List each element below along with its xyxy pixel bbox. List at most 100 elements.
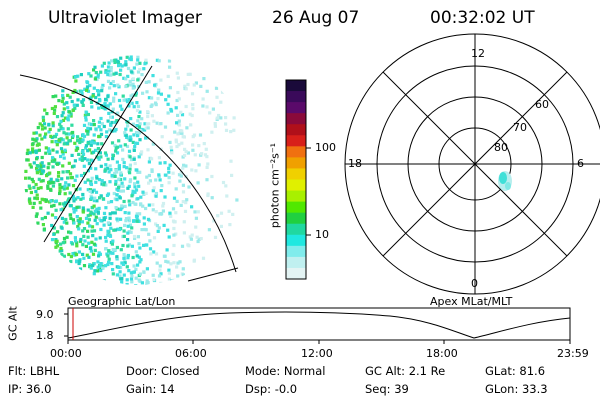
emission-pixel: [92, 272, 96, 276]
emission-pixel: [174, 187, 178, 191]
emission-pixel: [129, 158, 134, 162]
emission-pixel: [210, 174, 214, 179]
emission-pixel: [54, 132, 59, 136]
emission-pixel: [88, 148, 92, 152]
emission-pixel: [47, 130, 51, 134]
emission-pixel: [83, 171, 87, 176]
emission-pixel: [219, 211, 224, 215]
emission-pixel: [182, 135, 186, 139]
emission-pixel: [145, 267, 149, 271]
emission-pixel: [188, 235, 192, 239]
emission-pixel: [112, 99, 116, 103]
emission-pixel: [104, 247, 108, 251]
emission-pixel: [64, 132, 68, 136]
emission-pixel: [150, 114, 154, 118]
emission-pixel: [107, 249, 111, 253]
emission-pixel: [113, 171, 117, 175]
emission-pixel: [96, 260, 100, 264]
emission-pixel: [42, 227, 46, 231]
emission-pixel: [172, 278, 176, 283]
emission-pixel: [102, 218, 106, 222]
emission-pixel: [126, 224, 130, 228]
emission-pixel: [69, 216, 73, 220]
emission-pixel: [140, 73, 144, 77]
emission-pixel: [219, 116, 223, 120]
emission-pixel: [89, 180, 93, 184]
emission-pixel: [168, 163, 172, 167]
emission-pixel: [130, 226, 134, 230]
status-ip: IP: 36.0: [8, 382, 52, 396]
colorbar-segment: [286, 80, 306, 92]
emission-pixel: [170, 279, 174, 283]
emission-pixel: [70, 153, 74, 157]
emission-pixel: [39, 165, 44, 169]
emission-pixel: [62, 156, 66, 160]
emission-pixel: [181, 166, 185, 170]
emission-pixel: [224, 184, 228, 188]
emission-pixel: [128, 101, 132, 105]
emission-pixel: [91, 159, 95, 163]
emission-pixel: [128, 178, 133, 182]
mlt-label-6: 6: [577, 157, 584, 170]
emission-pixel: [39, 171, 43, 176]
emission-pixel: [213, 124, 217, 128]
emission-pixel: [128, 79, 132, 83]
emission-pixel: [204, 147, 208, 151]
emission-pixel: [24, 189, 28, 193]
emission-pixel: [167, 176, 171, 180]
emission-pixel: [107, 69, 111, 73]
emission-pixel: [127, 211, 131, 215]
emission-pixel: [96, 89, 100, 93]
emission-pixel: [59, 246, 63, 251]
emission-pixel: [180, 129, 184, 133]
emission-pixel: [159, 122, 163, 126]
emission-pixel: [190, 205, 194, 209]
emission-pixel: [78, 157, 82, 161]
emission-pixel: [199, 237, 203, 241]
emission-pixel: [77, 227, 81, 231]
emission-pixel: [93, 77, 97, 81]
emission-pixel: [53, 105, 57, 109]
emission-pixel: [123, 223, 127, 227]
emission-pixel: [132, 148, 136, 152]
emission-pixel: [174, 232, 178, 236]
emission-pixel: [120, 64, 124, 68]
emission-pixel: [175, 71, 179, 75]
emission-pixel: [65, 141, 69, 145]
emission-pixel: [175, 98, 179, 103]
emission-pixel: [147, 160, 151, 164]
emission-pixel: [98, 99, 102, 103]
emission-pixel: [154, 222, 158, 226]
emission-pixel: [62, 102, 66, 106]
emission-pixel: [46, 186, 50, 190]
emission-pixel: [68, 213, 73, 217]
emission-pixel: [100, 86, 104, 90]
emission-pixel: [91, 94, 95, 98]
lat-label-70: 70: [513, 121, 527, 134]
emission-pixel: [121, 94, 125, 98]
emission-pixel: [189, 123, 193, 127]
emission-pixel: [115, 145, 120, 149]
emission-pixel: [86, 214, 90, 218]
emission-pixel: [117, 185, 121, 190]
emission-pixel: [82, 227, 87, 231]
emission-pixel: [109, 226, 113, 230]
emission-pixel: [30, 177, 34, 181]
emission-pixel: [172, 226, 176, 231]
emission-pixel: [61, 89, 65, 93]
emission-pixel: [108, 212, 112, 216]
emission-pixel: [64, 181, 68, 185]
emission-pixel: [99, 70, 103, 74]
emission-pixel: [179, 174, 183, 178]
emission-pixel: [71, 194, 75, 198]
emission-pixel: [167, 181, 171, 185]
emission-pixel: [225, 194, 229, 198]
emission-pixel: [169, 109, 174, 113]
emission-pixel: [163, 161, 167, 165]
emission-pixel: [35, 167, 39, 171]
emission-pixel: [147, 80, 151, 84]
emission-pixel: [38, 122, 42, 126]
emission-pixel: [97, 178, 102, 182]
colorbar-segment: [286, 201, 306, 214]
emission-pixel: [114, 179, 118, 183]
